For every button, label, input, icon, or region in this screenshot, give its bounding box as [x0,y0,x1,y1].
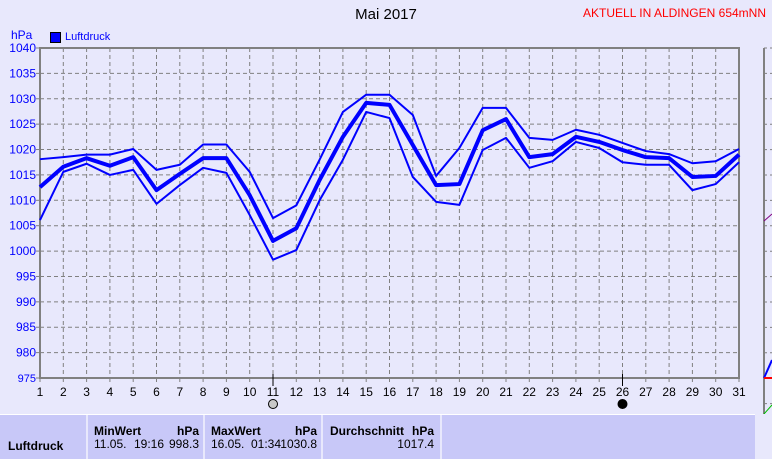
max-value: 1030.8 [280,437,317,451]
max-header: MaxWert [211,424,261,438]
x-tick-label: 13 [313,385,327,399]
side-panel-line [763,359,772,379]
min-time: 19:16 [134,437,165,451]
chart-title: Mai 2017 [355,6,417,23]
y-tick-label: 985 [16,320,36,334]
x-tick-label: 31 [732,385,746,399]
x-tick-label: 29 [686,385,700,399]
x-tick-label: 23 [546,385,560,399]
avg-unit: hPa [411,424,434,438]
x-tick-label: 24 [569,385,583,399]
x-tick-label: 6 [153,385,160,399]
y-tick-label: 1020 [9,143,36,157]
x-tick-label: 14 [336,385,350,399]
x-tick-label: 21 [499,385,513,399]
x-tick-label: 4 [107,385,114,399]
x-tick-label: 30 [709,385,723,399]
avg-header: Durchschnitt [330,424,405,438]
y-axis-unit: hPa [11,28,33,42]
y-tick-label: 1030 [9,92,36,106]
x-tick-label: 22 [523,385,537,399]
min-header: MinWert [94,424,142,438]
min-date: 11.05. [94,437,127,451]
avg-value: 1017.4 [397,437,434,451]
side-panel-line [763,213,772,222]
max-unit: hPa [294,424,317,438]
x-tick-label: 3 [83,385,90,399]
x-tick-label: 26 [616,385,630,399]
min-cell: MinWert hPa 11.05. 19:16 998.3 [88,415,205,459]
pressure-chart: 9759809859909951000100510101015102010251… [9,41,772,414]
x-tick-label: 15 [360,385,374,399]
y-tick-label: 1000 [9,244,36,258]
full-moon-icon [617,399,628,409]
max-date: 16.05. [211,437,245,451]
y-tick-label: 975 [18,373,36,385]
legend-swatch [50,31,61,43]
avg-cell: Durchschnitt hPa 1017.4 [323,415,442,459]
row-label-cell: Luftdruck [0,415,88,459]
series-line-min [39,110,740,261]
max-cell: MaxWert hPa 16.05. 01:34 1030.8 [205,415,323,459]
x-tick-label: 9 [223,385,230,399]
x-tick-label: 7 [176,385,183,399]
max-time: 01:34 [251,437,282,451]
x-tick-label: 28 [662,385,676,399]
y-tick-label: 1040 [9,41,36,55]
legend: Luftdruck [50,31,110,43]
plot-frame [39,47,740,379]
x-tick-label: 2 [60,385,67,399]
x-tick-label: 18 [429,385,443,399]
min-unit: hPa [176,424,199,438]
x-tick-label: 19 [453,385,467,399]
y-tick-label: 990 [16,295,36,309]
x-tick-label: 27 [639,385,653,399]
x-tick-label: 20 [476,385,490,399]
y-tick-label: 1025 [9,117,36,131]
x-tick-label: 12 [290,385,304,399]
x-tick-label: 11 [267,385,280,399]
y-tick-label: 1005 [9,219,36,233]
x-tick-label: 1 [37,385,44,399]
y-tick-label: 1015 [9,168,36,182]
series-line-mean [38,100,741,243]
side-panel-line [763,404,772,414]
y-tick-label: 1010 [9,193,36,207]
y-tick-label: 995 [16,269,36,283]
min-value: 998.3 [168,437,199,451]
y-tick-label: 980 [16,346,36,360]
station-label: AKTUELL IN ALDINGEN 654mNN [583,6,766,20]
y-tick-label: 1035 [9,66,36,80]
x-tick-label: 8 [200,385,207,399]
x-tick-label: 25 [593,385,607,399]
x-tick-label: 5 [130,385,137,399]
row-label: Luftdruck [8,439,64,453]
stats-table: Luftdruck MinWert hPa 11.05. 19:16 998.3… [0,414,755,459]
new-moon-icon [268,399,278,409]
x-tick-label: 10 [243,385,257,399]
x-tick-label: 17 [406,385,420,399]
x-tick-label: 16 [383,385,397,399]
series-line-max [39,93,740,220]
legend-label: Luftdruck [65,31,111,43]
